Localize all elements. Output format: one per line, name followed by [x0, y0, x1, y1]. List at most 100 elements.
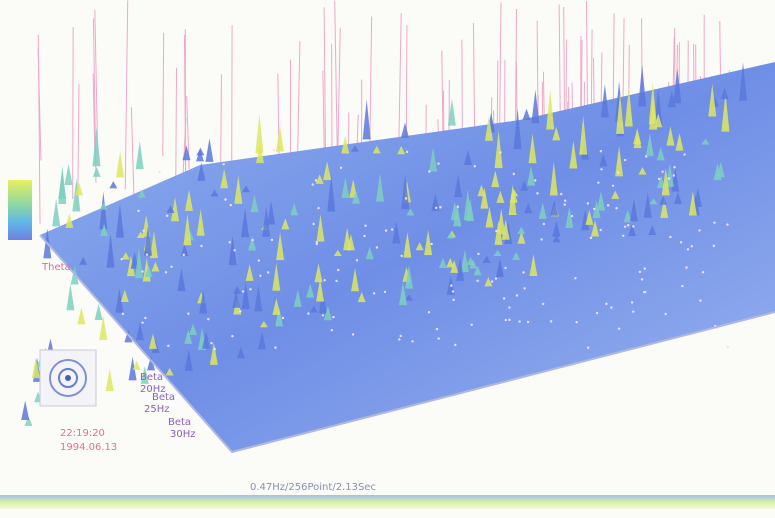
speckle — [669, 236, 671, 238]
speckle — [543, 223, 545, 225]
speckle — [607, 204, 609, 206]
speckle — [495, 230, 497, 232]
trace — [163, 33, 164, 157]
speckle — [142, 230, 144, 232]
speckle — [239, 310, 241, 312]
speckle — [610, 306, 612, 308]
peak — [66, 284, 74, 311]
speckle — [183, 254, 185, 256]
speckle — [673, 174, 675, 176]
head-icon-dot — [65, 375, 71, 381]
speckle — [228, 241, 230, 243]
peak — [95, 304, 103, 320]
trace — [298, 41, 300, 156]
speckle — [597, 181, 599, 183]
peak — [106, 369, 114, 391]
speckle — [574, 277, 576, 279]
peak — [58, 166, 66, 204]
peak — [638, 64, 646, 106]
speckle — [271, 239, 273, 241]
speckle — [312, 223, 314, 225]
speckle — [658, 178, 660, 180]
speckle — [316, 241, 318, 243]
speckle — [187, 313, 189, 315]
time-label: 22:19:20 — [60, 428, 105, 439]
peak — [523, 109, 531, 120]
band-label: Theta — [41, 262, 71, 273]
speckle — [406, 151, 408, 153]
speckle — [207, 318, 209, 320]
speckle — [673, 166, 675, 168]
speckle — [454, 344, 456, 346]
speckle — [307, 312, 309, 314]
speckle — [522, 271, 524, 273]
speckle — [400, 335, 402, 337]
speckle — [518, 320, 520, 322]
speckle — [668, 177, 670, 179]
speckle — [632, 225, 634, 227]
peak — [21, 401, 29, 420]
peak — [401, 123, 409, 138]
speckle — [356, 259, 358, 261]
speckle — [337, 269, 339, 271]
band-freq: 30Hz — [170, 429, 196, 440]
speckle — [680, 241, 682, 243]
speckle — [384, 291, 386, 293]
speckle — [661, 171, 663, 173]
peak — [255, 114, 263, 153]
speckle — [590, 237, 592, 239]
speckle — [437, 162, 439, 164]
speckle — [631, 301, 633, 303]
speckle — [527, 321, 529, 323]
speckle — [233, 249, 235, 251]
speckle — [622, 235, 624, 237]
speckle — [683, 153, 685, 155]
speckle — [504, 267, 506, 269]
speckle — [540, 238, 542, 240]
band-name: Beta — [168, 417, 191, 428]
peak — [65, 213, 73, 227]
status-bar — [0, 495, 775, 509]
speckle — [435, 207, 437, 209]
speckle — [564, 200, 566, 202]
band-name: Beta — [140, 372, 163, 383]
peak — [65, 164, 73, 185]
speckle — [200, 245, 202, 247]
speckle — [476, 280, 478, 282]
speckle — [564, 203, 566, 205]
speckle — [373, 292, 375, 294]
speckle — [605, 303, 607, 305]
speckle — [385, 229, 387, 231]
peak — [196, 148, 204, 156]
speckle — [491, 280, 493, 282]
peak — [116, 151, 124, 177]
speckle — [644, 267, 646, 269]
speckle — [495, 277, 497, 279]
speckle — [691, 245, 693, 247]
speckle — [593, 208, 595, 210]
speckle — [474, 165, 476, 167]
speckle — [430, 243, 432, 245]
speckle — [615, 207, 617, 209]
speckle — [137, 210, 139, 212]
speckle — [252, 239, 254, 241]
speckle — [352, 333, 354, 335]
date-label: 1994.06.13 — [60, 442, 117, 453]
color-scale — [8, 180, 32, 240]
speckle — [322, 314, 324, 316]
speckle — [618, 328, 620, 330]
speckle — [508, 306, 510, 308]
speckle — [560, 193, 562, 195]
speckle — [315, 179, 317, 181]
speckle — [687, 248, 689, 250]
speckle — [534, 179, 536, 181]
speckle — [624, 159, 626, 161]
speckle — [600, 168, 602, 170]
speckle — [612, 185, 614, 187]
peak — [100, 202, 108, 209]
speckle — [267, 271, 269, 273]
peak — [93, 167, 101, 177]
speckle — [340, 167, 342, 169]
speckle — [331, 329, 333, 331]
speckle — [627, 224, 629, 226]
